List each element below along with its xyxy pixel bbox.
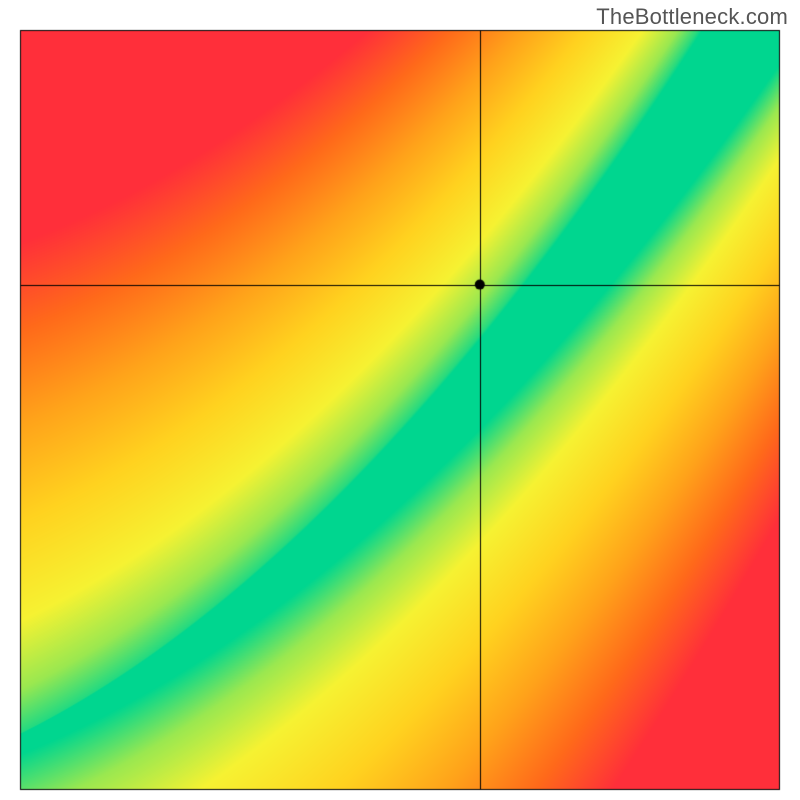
bottleneck-heatmap bbox=[0, 0, 800, 800]
watermark-label: TheBottleneck.com bbox=[596, 4, 788, 30]
chart-container: TheBottleneck.com bbox=[0, 0, 800, 800]
